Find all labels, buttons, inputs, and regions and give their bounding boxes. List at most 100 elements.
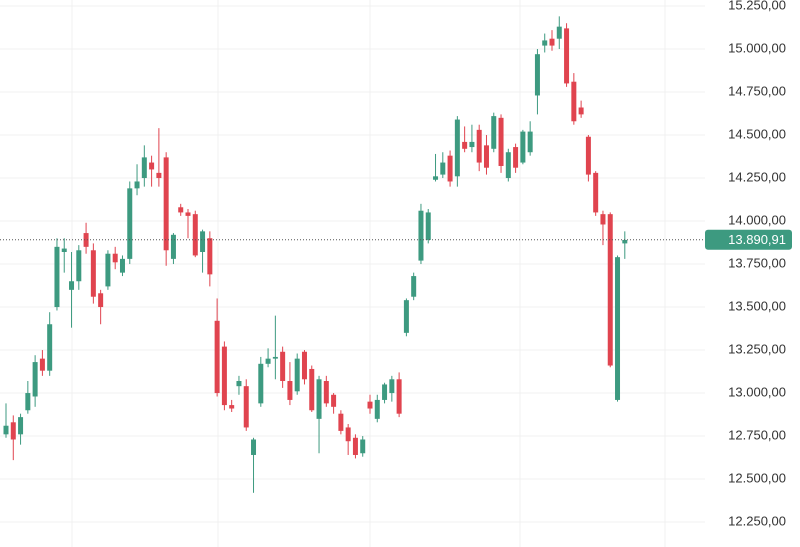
candle-body: [69, 281, 75, 290]
candle-body: [265, 358, 271, 364]
candle-body: [578, 107, 584, 115]
candle-body: [185, 212, 191, 216]
candle-body: [127, 188, 133, 259]
candle-body: [476, 129, 482, 163]
y-tick-label: 12.750,00: [728, 427, 786, 442]
candle-body: [564, 28, 570, 84]
candle-body: [156, 172, 162, 179]
candle-body: [483, 145, 489, 168]
vertical-grid: [71, 0, 666, 547]
candle-body: [607, 214, 613, 366]
y-tick-label: 13.000,00: [728, 384, 786, 399]
candle-body: [10, 422, 16, 440]
candle-body: [440, 162, 446, 175]
candle-body: [207, 238, 213, 275]
candle-body: [418, 210, 424, 261]
candle-body: [258, 363, 264, 404]
candle-body: [309, 368, 315, 411]
last-price-label: 13.890,91: [728, 232, 786, 247]
candle-body: [411, 276, 417, 297]
candle-body: [221, 346, 227, 406]
candle-body: [134, 181, 140, 189]
candle-body: [61, 248, 67, 252]
last-price-box: [705, 229, 792, 250]
y-tick-label: 12.500,00: [728, 470, 786, 485]
candle-body: [534, 54, 540, 96]
candle-body: [513, 147, 519, 168]
candle-body: [615, 257, 621, 400]
candle-body: [47, 324, 53, 371]
candle-body: [425, 212, 431, 240]
candle-body: [396, 379, 402, 414]
candle-body: [345, 427, 351, 442]
candle-body: [447, 155, 453, 182]
y-tick-label: 14.750,00: [728, 83, 786, 98]
candle-body: [498, 117, 504, 166]
candle-body: [18, 417, 24, 435]
candle-body: [39, 358, 45, 371]
candle-body: [3, 425, 9, 435]
candle-body: [236, 381, 242, 387]
candle-body: [367, 401, 373, 409]
candle-body: [287, 381, 293, 400]
candle-body: [331, 394, 337, 407]
candle-body: [600, 214, 606, 225]
y-tick-label: 13.750,00: [728, 255, 786, 270]
candle-body: [119, 258, 125, 273]
candle-body: [556, 26, 562, 39]
candle-body: [549, 38, 555, 46]
candle-body: [54, 246, 60, 308]
candle-body: [323, 381, 329, 404]
candle-body: [32, 362, 38, 397]
candle-body: [83, 233, 89, 247]
y-tick-label: 14.000,00: [728, 212, 786, 227]
candle-body: [505, 152, 511, 179]
candle-body: [542, 40, 548, 46]
candle-body: [98, 293, 104, 308]
candle-body: [243, 386, 249, 428]
candle-body: [491, 116, 497, 149]
candle-body: [294, 358, 300, 392]
candle-body: [141, 157, 147, 179]
candle-body: [382, 384, 388, 400]
candle-body: [214, 320, 220, 394]
candle-body: [163, 157, 169, 251]
candle-body: [622, 239, 628, 244]
candle-body: [200, 231, 206, 252]
candle-body: [280, 351, 286, 382]
candle-body: [76, 250, 82, 282]
candles: [3, 16, 628, 493]
candle-body: [374, 399, 380, 419]
candle-body: [360, 439, 366, 454]
candle-body: [520, 131, 526, 163]
candle-body: [454, 119, 460, 177]
candle-body: [251, 439, 257, 455]
candle-body: [338, 413, 344, 431]
candle-body: [527, 131, 533, 153]
y-tick-label: 13.250,00: [728, 341, 786, 356]
candle-body: [105, 253, 111, 287]
candle-body: [571, 81, 577, 122]
candle-body: [90, 250, 96, 297]
candle-body: [403, 300, 409, 333]
y-tick-label: 14.250,00: [728, 169, 786, 184]
candle-body: [192, 214, 198, 256]
candle-body: [316, 379, 322, 419]
candle-body: [469, 141, 475, 148]
candle-body: [272, 356, 278, 359]
candle-body: [462, 141, 468, 149]
candle-body: [170, 234, 176, 259]
candle-body: [593, 172, 599, 213]
candle-body: [389, 379, 395, 394]
y-tick-label: 12.250,00: [728, 513, 786, 528]
candle-body: [178, 207, 184, 213]
candle-body: [229, 405, 235, 409]
y-tick-label: 15.250,00: [728, 0, 786, 12]
candle-body: [25, 393, 31, 411]
candle-body: [433, 176, 439, 180]
y-tick-label: 14.500,00: [728, 126, 786, 141]
y-tick-label: 15.000,00: [728, 40, 786, 55]
candle-body: [112, 253, 118, 263]
y-tick-label: 13.500,00: [728, 298, 786, 313]
